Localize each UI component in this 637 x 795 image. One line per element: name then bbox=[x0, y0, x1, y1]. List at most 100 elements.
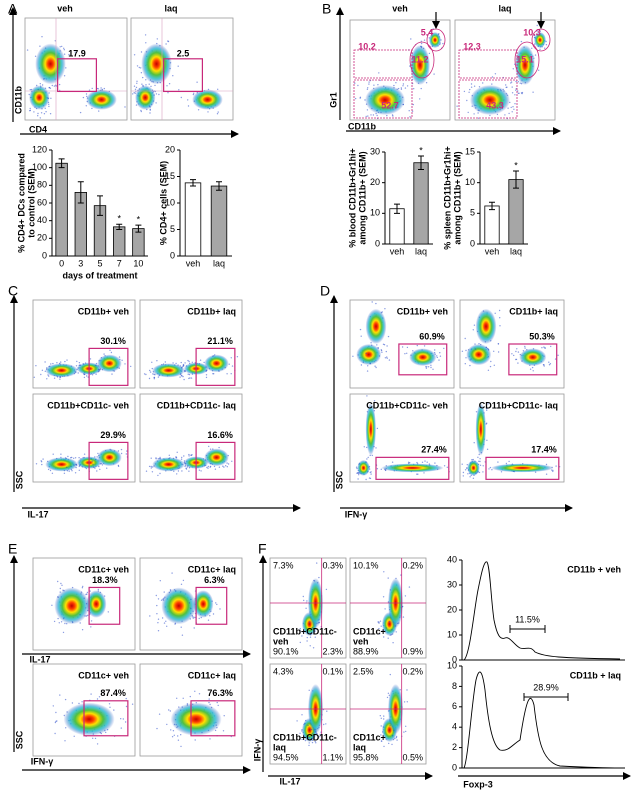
event-dot bbox=[387, 637, 389, 639]
event-dot bbox=[145, 373, 147, 376]
event-dot bbox=[380, 468, 382, 470]
event-dot bbox=[365, 352, 367, 354]
event-dot bbox=[507, 107, 509, 109]
event-dot bbox=[90, 626, 92, 628]
plot-frame bbox=[269, 557, 347, 659]
y-tick-label: 0 bbox=[470, 238, 475, 248]
event-dot bbox=[157, 474, 159, 477]
density-blob bbox=[534, 32, 546, 48]
event-dot bbox=[149, 369, 151, 372]
event-dot bbox=[165, 620, 167, 622]
event-dot bbox=[482, 471, 484, 473]
event-dot bbox=[83, 453, 86, 455]
event-dot bbox=[105, 731, 107, 734]
event-dot bbox=[473, 85, 476, 87]
event-dot bbox=[368, 477, 371, 479]
density-blob bbox=[152, 457, 185, 472]
event-dot bbox=[326, 710, 328, 712]
event-dot bbox=[373, 84, 375, 86]
event-dot bbox=[443, 465, 446, 467]
event-dot bbox=[226, 373, 228, 375]
event-dot bbox=[312, 647, 315, 649]
event-dot bbox=[493, 364, 495, 366]
y-tick-label: 20 bbox=[37, 233, 47, 243]
event-dot bbox=[420, 87, 422, 90]
event-dot bbox=[391, 734, 394, 737]
event-dot bbox=[403, 731, 405, 733]
quadrant-value: 94.5% bbox=[273, 752, 299, 762]
event-dot bbox=[376, 114, 378, 117]
event-dot bbox=[52, 362, 54, 365]
event-dot bbox=[88, 89, 91, 91]
event-dot bbox=[61, 584, 63, 586]
event-dot bbox=[194, 739, 196, 741]
event-dot bbox=[383, 571, 385, 573]
event-dot bbox=[308, 736, 310, 739]
event-dot bbox=[371, 454, 373, 457]
error-bar bbox=[58, 158, 65, 169]
event-dot bbox=[90, 620, 93, 622]
event-dot bbox=[66, 466, 68, 469]
event-dot bbox=[151, 471, 154, 473]
event-dot bbox=[192, 93, 195, 96]
event-dot bbox=[48, 375, 50, 377]
plot-title: veh bbox=[353, 636, 369, 646]
event-dot bbox=[135, 104, 138, 106]
event-dot bbox=[461, 463, 463, 465]
event-dot bbox=[53, 85, 56, 87]
event-dot bbox=[95, 373, 97, 375]
event-dot bbox=[108, 703, 111, 705]
gate bbox=[409, 41, 435, 79]
event-dot bbox=[74, 472, 77, 474]
event-dot bbox=[379, 633, 381, 635]
event-dot bbox=[228, 363, 230, 365]
event-dot bbox=[91, 87, 93, 90]
event-dot bbox=[176, 451, 178, 453]
event-dot bbox=[110, 351, 113, 354]
event-dot bbox=[524, 347, 526, 349]
event-dot bbox=[477, 456, 479, 458]
event-dot bbox=[172, 730, 175, 732]
event-dot bbox=[159, 472, 161, 475]
event-dot bbox=[543, 365, 545, 367]
event-dot bbox=[473, 324, 476, 326]
event-dot bbox=[380, 734, 382, 736]
y-axis-label: to control (SEM) bbox=[26, 168, 36, 238]
significance: * bbox=[117, 214, 121, 224]
event-dot bbox=[37, 115, 39, 117]
event-dot bbox=[386, 114, 388, 117]
event-dot bbox=[395, 82, 397, 84]
event-dot bbox=[409, 116, 411, 118]
gate bbox=[195, 441, 236, 480]
event-dot bbox=[467, 111, 469, 114]
density-blob bbox=[365, 402, 376, 456]
event-dot bbox=[189, 377, 191, 379]
y-tick-label: 10 bbox=[165, 197, 175, 207]
event-dot bbox=[360, 335, 362, 337]
event-dot bbox=[179, 376, 181, 378]
event-dot bbox=[479, 464, 482, 466]
gate-value: 15.1 bbox=[516, 54, 534, 64]
event-dot bbox=[118, 356, 121, 358]
event-dot bbox=[513, 108, 515, 111]
event-dot bbox=[319, 733, 321, 736]
gate-value: 12.3 bbox=[463, 41, 481, 51]
event-dot bbox=[172, 362, 174, 364]
event-dot bbox=[74, 457, 77, 459]
y-axis-label: % blood CD11b+Gr1hi+ bbox=[347, 148, 357, 248]
event-dot bbox=[175, 362, 177, 365]
event-dot bbox=[142, 76, 144, 79]
event-dot bbox=[54, 40, 56, 42]
y-tick-label: 4 bbox=[452, 722, 457, 732]
y-axis-label: among CD11b+ (SEM) bbox=[357, 151, 367, 244]
event-dot bbox=[306, 600, 308, 602]
event-dot bbox=[176, 697, 178, 699]
event-dot bbox=[133, 54, 136, 56]
event-dot bbox=[43, 113, 46, 115]
gate-bracket bbox=[509, 625, 546, 633]
event-dot bbox=[84, 615, 86, 617]
event-dot bbox=[136, 82, 138, 85]
gate-value: 17.9 bbox=[68, 48, 86, 58]
event-dot bbox=[405, 725, 407, 727]
event-dot bbox=[539, 30, 541, 32]
